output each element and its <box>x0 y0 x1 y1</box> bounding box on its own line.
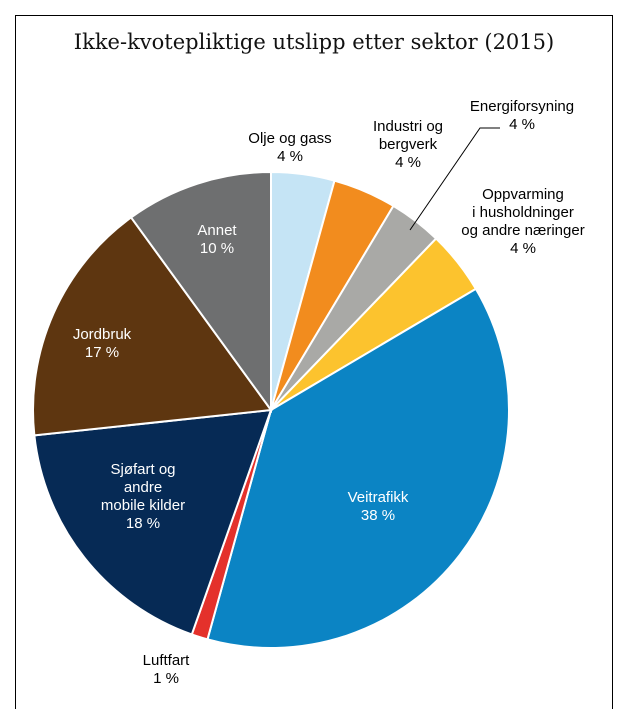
slice-label-6: Sjøfart og andre mobile kilder 18 % <box>101 461 185 532</box>
slice-label-2: Energiforsyning 4 % <box>470 98 574 133</box>
slice-label-8: Annet 10 % <box>197 222 237 257</box>
slice-label-0: Olje og gass 4 % <box>248 130 331 165</box>
slice-label-4: Veitrafikk 38 % <box>348 489 409 524</box>
slice-label-5: Luftfart 1 % <box>143 652 191 687</box>
slice-label-1: Industri og bergverk 4 % <box>373 118 443 171</box>
chart-title: Ikke-kvotepliktige utslipp etter sektor … <box>73 30 555 54</box>
pie-slice-veitrafikk <box>206 287 511 650</box>
pie-slice-annet <box>129 170 272 414</box>
pie-slice-jordbruk <box>32 216 273 437</box>
slice-label-3: Oppvarming i husholdninger og andre næring… <box>461 186 584 257</box>
slice-label-7: Jordbruk 17 % <box>73 326 132 361</box>
leader-line-energiforsyning <box>409 127 500 231</box>
pie-slice-sjøfart-og-andre-mobile-kilder <box>33 408 273 636</box>
